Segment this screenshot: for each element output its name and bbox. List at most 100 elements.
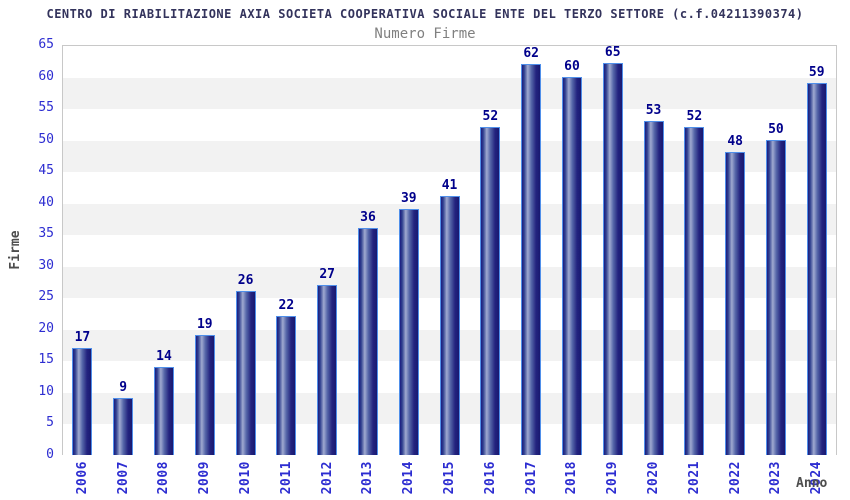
x-tick-label: 2019 [605, 461, 621, 495]
y-tick-label: 10 [38, 383, 54, 399]
bar [684, 127, 705, 455]
x-tick-label: 2016 [482, 461, 498, 495]
y-tick-label: 40 [38, 194, 54, 210]
bar [113, 398, 134, 455]
bar-group-2021: 52 [674, 45, 715, 455]
y-tick-label: 55 [38, 100, 54, 116]
bar [602, 63, 623, 455]
bar-value-label: 41 [441, 178, 458, 194]
grid-band [63, 46, 836, 78]
x-tick-cell: 2011 [266, 461, 307, 499]
bar-value-label: 19 [196, 317, 213, 333]
y-tick-label: 15 [38, 352, 54, 368]
bar-group-2017: 62 [511, 45, 552, 455]
chart-subtitle: Numero Firme [374, 26, 476, 42]
y-tick-label: 5 [46, 415, 54, 431]
bar [561, 76, 582, 455]
bar [439, 196, 460, 455]
bar-value-label: 60 [564, 58, 580, 74]
grid-band [63, 77, 836, 110]
bar-group-2022: 48 [715, 45, 756, 455]
y-tick-label: 60 [38, 68, 54, 84]
x-tick-label: 2012 [319, 461, 335, 495]
y-tick-label: 45 [38, 163, 54, 179]
bar-group-2006: 17 [62, 45, 103, 455]
x-tick-label: 2021 [686, 461, 702, 495]
bar-group-2012: 27 [307, 45, 348, 455]
bar-group-2023: 50 [756, 45, 797, 455]
x-tick-label: 2020 [646, 461, 662, 495]
bar-group-2016: 52 [470, 45, 511, 455]
bar [317, 284, 338, 455]
grid-band [63, 109, 836, 141]
bars-layer: 17 9 14 19 26 22 27 36 39 41 52 62 60 65 53 52 48 50 59 [62, 45, 837, 455]
y-tick-label: 20 [38, 320, 54, 336]
x-tick-cell: 2022 [715, 461, 756, 499]
bar-value-label: 48 [727, 134, 743, 150]
x-tick-label: 2018 [564, 461, 580, 495]
bar-value-label: 52 [482, 109, 499, 124]
bar [398, 209, 419, 455]
x-tick-cell: 2017 [511, 461, 552, 499]
bar-value-label: 62 [523, 45, 539, 61]
bar-group-2019: 65 [592, 45, 633, 455]
bar [765, 139, 786, 455]
x-tick-label: 2007 [115, 461, 131, 495]
x-tick-cell: 2020 [633, 461, 674, 499]
bar [521, 63, 542, 455]
bar [725, 152, 746, 455]
bar-group-2015: 41 [429, 45, 470, 455]
bar-group-2011: 22 [266, 45, 307, 455]
grid-band [63, 140, 836, 173]
bar-group-2024: 59 [796, 45, 837, 455]
y-tick-label: 50 [38, 131, 54, 147]
x-tick-cell: 2007 [103, 461, 144, 499]
x-tick-label: 2009 [197, 461, 213, 495]
x-tick-cell: 2010 [225, 461, 266, 499]
y-tick-label: 65 [38, 37, 54, 52]
x-tick-cell: 2023 [756, 461, 797, 499]
x-tick-cell: 2016 [470, 461, 511, 499]
x-tick-label: 2014 [401, 461, 417, 495]
bar-group-2009: 19 [184, 45, 225, 455]
bar [276, 316, 297, 455]
bar-value-label: 52 [686, 109, 703, 124]
bar [806, 82, 827, 455]
bar-group-2007: 9 [103, 45, 144, 455]
bar-group-2018: 60 [552, 45, 593, 455]
x-tick-cell: 2009 [184, 461, 225, 499]
bar [194, 335, 215, 455]
y-tick-label: 30 [38, 257, 54, 273]
bar [357, 227, 378, 455]
bar-group-2013: 36 [348, 45, 389, 455]
x-tick-label: 2010 [238, 461, 254, 495]
x-tick-cell: 2012 [307, 461, 348, 499]
bar-value-label: 65 [604, 45, 621, 60]
x-tick-label: 2017 [523, 461, 539, 495]
bar-value-label: 59 [808, 64, 825, 80]
x-tick-label: 2013 [360, 461, 376, 495]
x-tick-label: 2015 [442, 461, 458, 495]
bar-value-label: 53 [645, 102, 662, 118]
x-tick-label: 2008 [156, 461, 172, 495]
bar-value-label: 9 [119, 380, 128, 396]
bar-value-label: 17 [74, 329, 91, 345]
x-tick-label: 2011 [278, 461, 294, 495]
bar-group-2014: 39 [388, 45, 429, 455]
bar [480, 127, 501, 455]
y-tick-label: 0 [46, 447, 54, 462]
chart-title: CENTRO DI RIABILITAZIONE AXIA SOCIETA CO… [46, 7, 804, 21]
bar-group-2010: 26 [225, 45, 266, 455]
x-tick-label: 2006 [74, 461, 90, 495]
x-axis-title: Anno [796, 476, 828, 491]
bar [153, 366, 174, 455]
x-tick-label: 2022 [727, 461, 743, 495]
bar-value-label: 50 [768, 121, 784, 137]
x-tick-label: 2023 [768, 461, 784, 495]
bar-group-2020: 53 [633, 45, 674, 455]
bar [235, 291, 256, 455]
bar [643, 120, 664, 455]
x-tick-cell: 2006 [62, 461, 103, 499]
bar-group-2008: 14 [144, 45, 185, 455]
